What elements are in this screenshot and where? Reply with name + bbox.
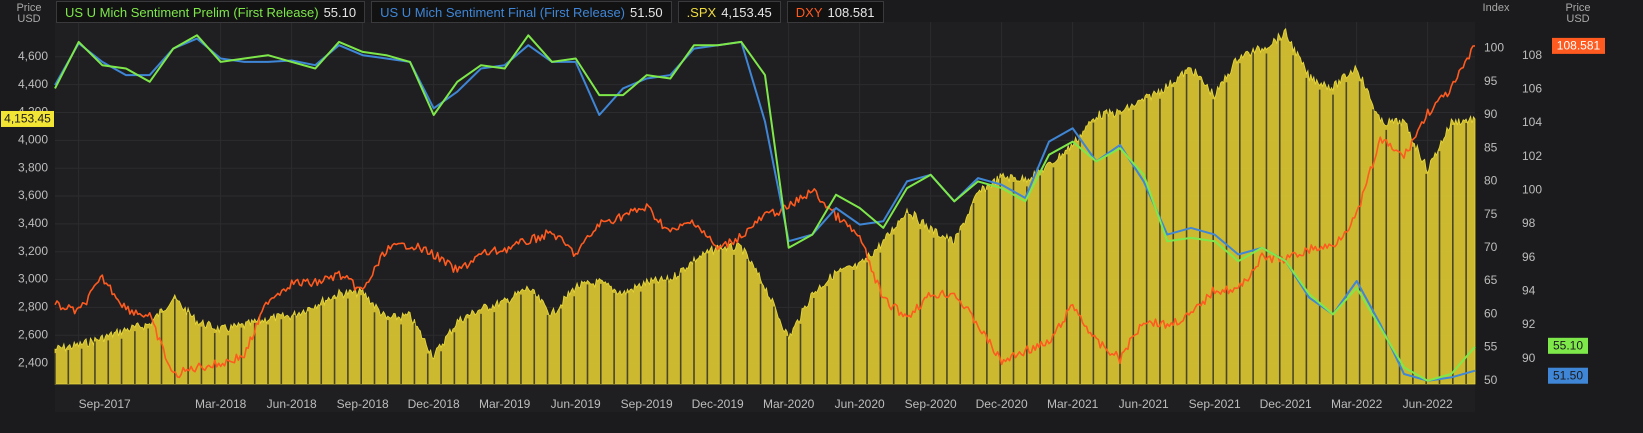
x-tick-label: Jun-2020 (835, 397, 885, 411)
legend-spx-name: .SPX (686, 4, 717, 20)
y-tick-label-sentiment: 70 (1484, 240, 1498, 254)
y-tick-label-spx: 4,400 (18, 77, 48, 91)
y-tick-label-sentiment: 50 (1484, 373, 1498, 387)
badge-prelim: 55.10 (1553, 338, 1583, 352)
y-tick-label-dxy: 94 (1522, 284, 1536, 298)
y-tick-label-dxy: 90 (1522, 351, 1536, 365)
y-tick-label-spx: 3,200 (18, 244, 48, 258)
axes: 2,400 2,600 2,800 3,000 3,200 3,400 3,600 3,800… (18, 41, 1542, 411)
legend-final-name: US U Mich Sentiment Final (First Release… (380, 4, 626, 20)
y-tick-label-sentiment: 85 (1484, 140, 1498, 154)
y-tick-label-spx: 3,400 (18, 216, 48, 230)
y-tick-label-dxy: 98 (1522, 216, 1536, 230)
y-tick-label-spx: 3,800 (18, 160, 48, 174)
x-tick-label: Jun-2018 (267, 397, 317, 411)
y-tick-label-dxy: 100 (1522, 183, 1542, 197)
right-axis-title-price-line1: Price (1565, 2, 1590, 14)
x-tick-label: Sep-2019 (621, 397, 673, 411)
y-tick-label-dxy: 102 (1522, 149, 1542, 163)
x-tick-label: Dec-2020 (976, 397, 1028, 411)
left-axis-title-line2: USD (17, 13, 40, 25)
y-tick-label-dxy: 106 (1522, 82, 1542, 96)
x-tick-label: Jun-2019 (551, 397, 601, 411)
x-tick-label: Mar-2022 (1331, 397, 1383, 411)
y-tick-label-spx: 4,000 (18, 133, 48, 147)
y-tick-label-sentiment: 75 (1484, 207, 1498, 221)
x-tick-label: Dec-2018 (408, 397, 460, 411)
series-prelim-line (54, 34, 1476, 382)
legend-item-dxy[interactable]: DXY 108.581 (786, 1, 884, 23)
badge-spx: 4,153.45 (4, 112, 51, 126)
right-axis-title-price-line2: USD (1566, 13, 1589, 25)
x-tick-label: Sep-2017 (79, 397, 131, 411)
y-tick-label-sentiment: 80 (1484, 174, 1498, 188)
legend: US U Mich Sentiment Prelim (First Releas… (56, 1, 884, 23)
y-tick-label-spx: 2,600 (18, 327, 48, 341)
x-tick-label: Mar-2019 (479, 397, 531, 411)
y-tick-label-spx: 3,000 (18, 272, 48, 286)
legend-spx-value: 4,153.45 (721, 4, 772, 20)
x-tick-label: Mar-2021 (1047, 397, 1099, 411)
x-tick-label: Mar-2020 (763, 397, 815, 411)
y-tick-label-sentiment: 90 (1484, 107, 1498, 121)
legend-dxy-value: 108.581 (827, 4, 875, 20)
x-tick-label: Dec-2019 (692, 397, 744, 411)
x-tick-label: Sep-2021 (1189, 397, 1241, 411)
y-tick-label-dxy: 104 (1522, 115, 1542, 129)
y-tick-label-spx: 3,600 (18, 188, 48, 202)
y-tick-label-sentiment: 95 (1484, 74, 1498, 88)
legend-item-prelim[interactable]: US U Mich Sentiment Prelim (First Releas… (56, 1, 366, 23)
badge-final: 51.50 (1553, 368, 1583, 382)
y-tick-label-spx: 2,800 (18, 300, 48, 314)
legend-prelim-value: 55.10 (323, 4, 357, 20)
series-lines (54, 34, 1476, 382)
series-dxy-line (54, 45, 1476, 379)
badge-final-bg (1548, 367, 1588, 384)
legend-item-spx[interactable]: .SPX 4,153.45 (677, 1, 781, 23)
x-tick-label: Sep-2020 (905, 397, 957, 411)
x-tick-label: Jun-2021 (1119, 397, 1169, 411)
badge-dxy: 108.581 (1557, 39, 1601, 53)
x-tick-label: Jun-2022 (1403, 397, 1453, 411)
left-axis-title-line1: Price (16, 2, 41, 14)
badge-prelim-bg (1548, 337, 1588, 354)
value-badges: 4,153.45 108.581 55.10 51.50 (1, 37, 1605, 384)
y-tick-label-sentiment: 65 (1484, 273, 1498, 287)
right-axis-title-index: Index (1483, 2, 1510, 14)
y-tick-label-sentiment: 55 (1484, 340, 1498, 354)
badge-dxy-bg (1552, 37, 1605, 54)
y-tick-label-sentiment: 100 (1484, 41, 1504, 55)
y-tick-label-sentiment: 60 (1484, 306, 1498, 320)
legend-item-final[interactable]: US U Mich Sentiment Final (First Release… (371, 1, 672, 23)
y-tick-label-dxy: 108 (1522, 48, 1542, 62)
y-tick-label-dxy: 96 (1522, 250, 1536, 264)
x-tick-label: Sep-2018 (337, 397, 389, 411)
legend-dxy-name: DXY (795, 4, 823, 20)
y-tick-label-spx: 2,400 (18, 355, 48, 369)
badge-spx-bg (1, 110, 54, 127)
axis-titles: Price USD Index Price USD (16, 2, 1590, 25)
x-tick-label: Dec-2021 (1260, 397, 1312, 411)
y-tick-label-dxy: 92 (1522, 317, 1536, 331)
y-tick-label-spx: 4,600 (18, 49, 48, 63)
legend-final-value: 51.50 (630, 4, 663, 20)
series-final-line (54, 37, 1476, 382)
x-tick-label: Mar-2018 (195, 397, 247, 411)
legend-prelim-name: US U Mich Sentiment Prelim (First Releas… (65, 4, 319, 20)
